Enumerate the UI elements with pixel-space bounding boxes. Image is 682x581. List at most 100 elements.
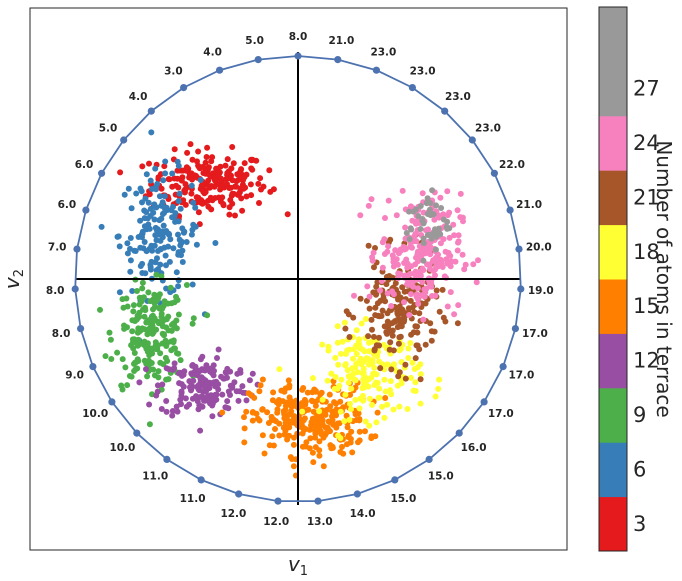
data-point [440, 216, 447, 223]
data-point [412, 379, 419, 386]
data-point [179, 225, 186, 232]
ring-label: 6.0 [58, 199, 77, 211]
data-point [417, 400, 424, 407]
colorbar-tick-label: 27 [633, 77, 660, 101]
data-point [426, 206, 433, 213]
data-point [324, 377, 331, 384]
series-18 [276, 316, 443, 442]
data-point [379, 239, 386, 246]
data-point [176, 167, 183, 174]
data-point [405, 345, 412, 352]
data-point [161, 209, 168, 216]
data-point [195, 194, 202, 201]
ring-marker [73, 245, 81, 253]
data-point [417, 371, 424, 378]
series-3 [117, 141, 291, 228]
data-point [157, 246, 164, 252]
data-point [298, 400, 305, 407]
data-point [408, 280, 415, 287]
data-point [171, 299, 178, 306]
data-point [365, 242, 372, 249]
data-point [243, 408, 250, 415]
data-point [363, 355, 370, 362]
data-point [381, 376, 388, 383]
data-point [433, 202, 439, 209]
data-point [382, 395, 389, 401]
data-point [168, 327, 175, 334]
data-point [162, 252, 169, 259]
data-point [361, 348, 368, 355]
ring-label: 9.0 [65, 370, 84, 382]
data-point [136, 301, 143, 308]
data-point [152, 232, 159, 239]
data-point [116, 243, 123, 250]
ring-marker [506, 206, 514, 214]
data-point [437, 194, 444, 201]
data-point [132, 316, 139, 323]
data-point [270, 389, 277, 396]
data-point [365, 383, 372, 390]
data-point [475, 257, 481, 264]
data-point [356, 405, 363, 412]
data-point [457, 190, 464, 197]
data-point [307, 435, 314, 442]
data-point [241, 414, 247, 421]
colorbar-segment [599, 333, 627, 389]
ring-label: 23.0 [445, 91, 471, 103]
data-point [436, 308, 443, 315]
data-point [119, 356, 126, 363]
data-point [208, 183, 215, 189]
data-point [379, 307, 386, 314]
data-point [332, 354, 339, 361]
ring-label: 21.0 [328, 35, 354, 47]
data-point [248, 156, 255, 163]
data-point [450, 221, 457, 228]
data-point [405, 272, 411, 279]
data-point [170, 203, 176, 210]
ring-marker [120, 136, 128, 144]
data-point [385, 197, 392, 204]
data-point [414, 329, 421, 336]
data-point [107, 336, 114, 343]
data-point [312, 402, 319, 409]
data-point [215, 381, 222, 388]
data-point [163, 204, 170, 211]
data-point [237, 367, 244, 373]
data-point [362, 428, 368, 435]
data-point [135, 336, 142, 343]
data-point [117, 169, 124, 176]
data-point [368, 196, 375, 203]
data-point [197, 177, 204, 183]
data-point [203, 388, 210, 395]
data-point [333, 400, 339, 407]
ring-label: 22.0 [499, 159, 525, 171]
data-point [121, 191, 128, 198]
plot-area: 8.0 21.0 23.0 23.0 23.0 23.0 22.0 21.0 20.0 19.0 1… [29, 7, 568, 551]
data-point [178, 252, 184, 259]
data-point [239, 207, 246, 214]
data-point [195, 162, 202, 169]
data-point [147, 205, 154, 212]
data-point [189, 362, 196, 369]
ring-marker [82, 206, 90, 214]
data-point [144, 215, 151, 222]
data-point [398, 321, 405, 328]
data-point [345, 379, 352, 386]
data-point [388, 366, 395, 373]
data-point [167, 289, 174, 296]
data-point [403, 230, 410, 236]
data-point [422, 341, 429, 348]
data-point [408, 291, 414, 298]
data-point [224, 398, 231, 405]
data-point [151, 242, 158, 249]
data-point [270, 186, 277, 193]
data-point [417, 203, 424, 209]
data-point [183, 403, 190, 410]
data-point [384, 401, 391, 408]
data-point [388, 303, 395, 309]
data-point [301, 415, 308, 422]
data-point [402, 375, 409, 382]
data-point [164, 340, 170, 347]
data-point [326, 391, 333, 398]
data-point [318, 418, 324, 425]
